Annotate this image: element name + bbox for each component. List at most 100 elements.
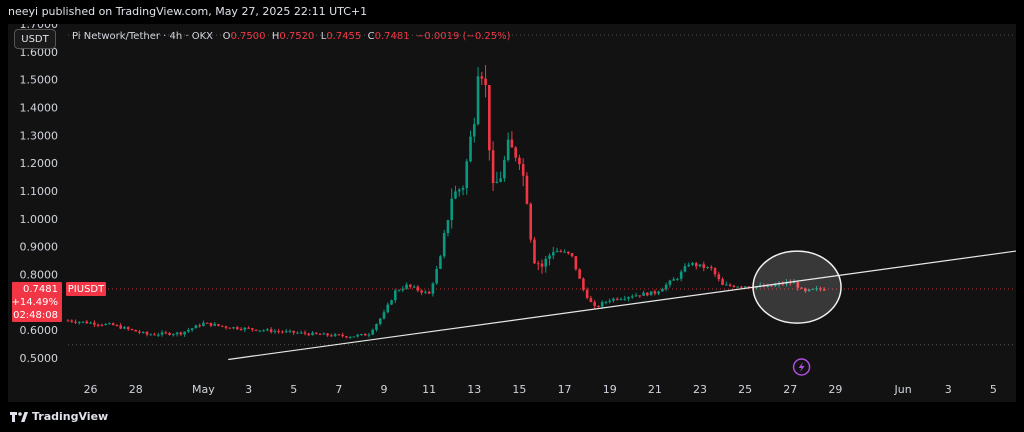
candle-body <box>254 329 258 331</box>
x-tick-label: 23 <box>693 383 707 396</box>
symbol-quote-button[interactable]: USDT <box>14 29 56 49</box>
price-badge-change: +14.49% <box>11 297 58 308</box>
candle-body <box>367 334 371 336</box>
candle-body <box>416 286 420 291</box>
x-tick-label: 3 <box>245 383 252 396</box>
candle-body <box>348 337 352 339</box>
legend-l-label: L <box>320 31 327 42</box>
candle-body <box>409 284 412 287</box>
y-tick-label: 1.5000 <box>20 74 59 87</box>
candle-body <box>141 332 145 334</box>
candle-body <box>491 150 495 184</box>
x-tick-label: 7 <box>335 383 342 396</box>
x-tick-label: 5 <box>290 383 297 396</box>
candle-body <box>198 325 201 327</box>
candle-body <box>706 266 709 268</box>
candle-body <box>585 289 589 299</box>
candle-body <box>243 327 247 330</box>
candle-body <box>476 76 480 125</box>
candle-body <box>386 304 390 313</box>
candle-body <box>499 178 502 182</box>
candle-body <box>378 318 382 324</box>
legend-change: −0.0019 (−0.25%) <box>415 31 511 42</box>
legend-h-label: H <box>271 31 280 42</box>
candle-body <box>525 175 529 204</box>
candle-body <box>247 327 250 329</box>
candle-body <box>702 264 706 268</box>
candle-body <box>439 256 442 269</box>
candle-body <box>450 198 454 221</box>
candle-body <box>533 239 536 264</box>
candle-body <box>375 323 378 330</box>
candle-body <box>691 263 694 265</box>
candle-body <box>773 284 777 287</box>
candle-body <box>488 85 491 151</box>
candle-body <box>93 322 96 325</box>
candle-body <box>160 332 164 335</box>
candle-body <box>296 332 299 334</box>
candle-body <box>74 321 77 323</box>
x-tick-label: 21 <box>648 383 662 396</box>
candle-body <box>619 299 623 301</box>
candle-body <box>269 329 273 332</box>
candle-body <box>164 332 168 334</box>
lightning-icon <box>798 362 805 372</box>
candle-body <box>713 268 717 275</box>
candle-body <box>205 322 209 324</box>
candle-body <box>721 279 724 285</box>
candle-body <box>540 263 544 267</box>
x-tick-label: May <box>192 383 215 396</box>
candle-body <box>123 327 126 329</box>
candle-body <box>457 189 461 192</box>
x-tick-label: 28 <box>129 383 143 396</box>
candle-body <box>341 334 344 337</box>
candle-body <box>657 291 660 294</box>
candle-body <box>815 288 818 290</box>
candle-body <box>732 285 736 288</box>
candle-body <box>194 325 198 329</box>
y-tick-label: 0.6000 <box>20 324 59 337</box>
candle-body <box>251 328 254 330</box>
candle-body <box>563 251 566 253</box>
candle-body <box>138 331 141 333</box>
candle-body <box>330 335 333 337</box>
candle-body <box>480 76 484 79</box>
candle-body <box>589 298 593 303</box>
candle-body <box>209 322 213 326</box>
ohlc-legend: Pi Network/Tether · 4h · OKX O0.7500 H0.… <box>72 31 510 42</box>
footer-brand[interactable]: TradingView <box>10 410 108 423</box>
candle-body <box>442 233 446 257</box>
footer-brand-label: TradingView <box>32 410 109 423</box>
highlight-circle <box>752 250 842 324</box>
candle-body <box>529 203 533 240</box>
plot-background <box>8 24 1016 402</box>
candle-body <box>431 283 435 294</box>
candle-body <box>518 157 521 165</box>
candle-body <box>747 286 751 288</box>
candle-body <box>326 333 329 336</box>
candle-body <box>642 292 645 296</box>
candle-body <box>352 336 356 338</box>
y-tick-label: 1.6000 <box>20 46 59 59</box>
x-tick-label: 29 <box>828 383 842 396</box>
candle-body <box>819 288 822 290</box>
price-chart[interactable]: 0.50000.60000.70000.80000.90001.00001.10… <box>8 18 1024 402</box>
candle-body <box>70 320 74 322</box>
candle-body <box>604 301 608 303</box>
y-tick-label: 1.2000 <box>20 157 59 170</box>
legend-h-value: 0.7520 <box>279 31 315 42</box>
legend-o-value: 0.7500 <box>230 31 266 42</box>
candle-body <box>668 280 672 285</box>
candle-body <box>435 268 438 284</box>
candle-body <box>213 324 217 326</box>
candle-body <box>649 291 653 296</box>
candle-body <box>356 334 359 337</box>
candle-body <box>781 283 785 285</box>
candle-body <box>262 330 265 332</box>
plot-area[interactable]: 0.50000.60000.70000.80000.90001.00001.10… <box>8 18 1024 402</box>
price-badge-countdown: 02:48:08 <box>13 310 58 321</box>
candle-body <box>822 289 826 291</box>
candle-body <box>687 264 691 267</box>
candle-body <box>424 291 427 293</box>
candle-body <box>465 161 469 189</box>
